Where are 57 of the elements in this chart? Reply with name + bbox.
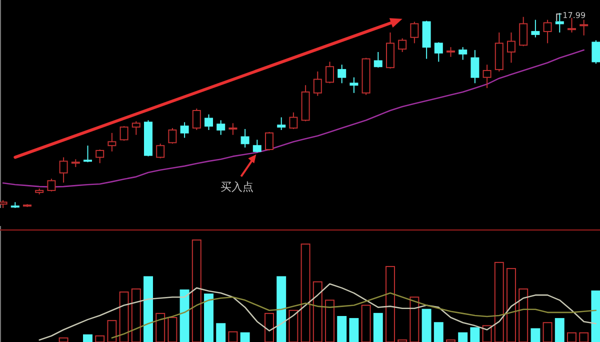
candlestick bbox=[180, 122, 189, 138]
candlestick bbox=[265, 131, 274, 151]
candlestick bbox=[531, 19, 540, 38]
candlestick bbox=[338, 64, 346, 84]
candlestick bbox=[59, 156, 68, 184]
candlestick bbox=[458, 46, 468, 60]
candlestick bbox=[543, 19, 552, 44]
candlestick bbox=[108, 132, 116, 152]
candlestick bbox=[592, 40, 600, 64]
bar bbox=[530, 328, 540, 342]
candlestick bbox=[132, 120, 140, 136]
candlestick bbox=[240, 128, 250, 148]
candlestick bbox=[519, 16, 528, 47]
bar bbox=[180, 289, 190, 342]
candlestick bbox=[120, 126, 128, 142]
bar bbox=[204, 294, 214, 342]
candlestick bbox=[277, 116, 286, 130]
bar bbox=[591, 290, 600, 342]
candlestick bbox=[204, 114, 213, 130]
candlestick bbox=[96, 149, 104, 164]
candlestick bbox=[326, 61, 334, 84]
candlestick bbox=[252, 139, 262, 153]
bar bbox=[422, 308, 432, 342]
candlestick bbox=[216, 120, 226, 136]
candlestick bbox=[192, 108, 201, 130]
bar bbox=[349, 318, 359, 342]
bar bbox=[240, 332, 250, 342]
candlestick bbox=[482, 64, 492, 89]
candlestick bbox=[446, 46, 455, 58]
candlestick bbox=[228, 122, 238, 136]
candlestick bbox=[580, 19, 588, 36]
bar bbox=[554, 318, 564, 342]
bar bbox=[373, 312, 383, 342]
bar bbox=[458, 332, 468, 342]
bar bbox=[470, 327, 480, 342]
candlestick bbox=[313, 71, 322, 96]
annotation: 买入点 bbox=[220, 180, 254, 194]
candlestick bbox=[156, 143, 165, 159]
candlestick bbox=[289, 112, 298, 130]
candlestick bbox=[168, 128, 177, 144]
candlestick bbox=[410, 21, 419, 44]
bar bbox=[434, 322, 444, 342]
candlestick bbox=[434, 42, 443, 62]
candlestick bbox=[470, 50, 480, 84]
bar bbox=[337, 316, 347, 342]
bar bbox=[216, 323, 226, 342]
bar bbox=[83, 334, 92, 342]
candlestick bbox=[350, 76, 358, 94]
bar bbox=[276, 276, 286, 342]
candlestick bbox=[84, 145, 92, 163]
annotation: 17.99 bbox=[562, 11, 586, 20]
candlestick bbox=[47, 178, 56, 192]
candlestick bbox=[398, 38, 407, 52]
candlestick bbox=[507, 32, 516, 64]
candlestick bbox=[374, 52, 382, 68]
candlestick bbox=[568, 17, 576, 33]
bar bbox=[144, 276, 153, 342]
